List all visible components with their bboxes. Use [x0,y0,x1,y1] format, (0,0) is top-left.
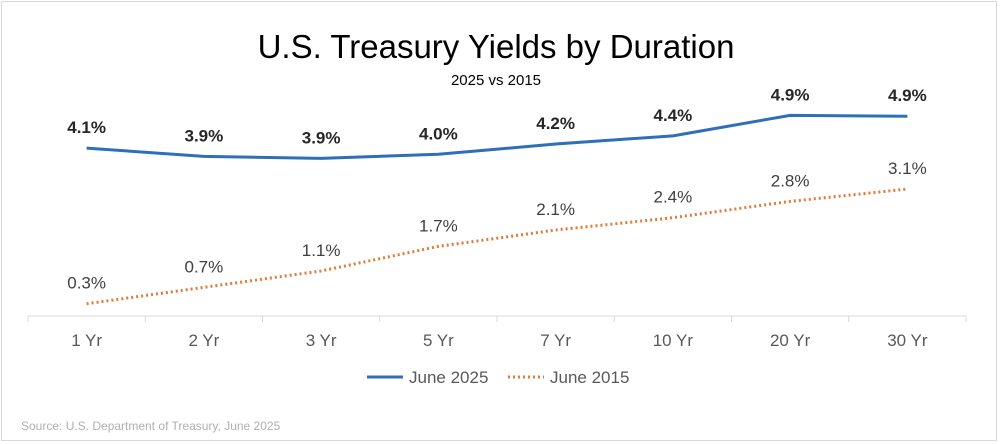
data-label-june-2015-1-yr: 0.3% [67,274,106,293]
source-note: Source: U.S. Department of Treasury, Jun… [21,419,281,433]
chart-subtitle: 2025 vs 2015 [451,72,541,89]
x-tick-label-7-yr: 7 Yr [540,331,571,350]
chart-title: U.S. Treasury Yields by Duration [258,28,735,65]
data-label-june-2015-2-yr: 0.7% [185,257,224,276]
data-label-june-2015-30-yr: 3.1% [888,159,927,178]
x-tick-label-20-yr: 20 Yr [770,331,811,350]
data-label-june-2025-20-yr: 4.9% [771,85,810,104]
x-tick-label-2-yr: 2 Yr [188,331,219,350]
data-label-june-2015-7-yr: 2.1% [536,200,575,219]
series-line-june-2025 [86,113,908,160]
data-label-june-2015-3-yr: 1.1% [302,241,341,260]
x-axis-labels: 1 Yr 2 Yr 3 Yr 5 Yr 7 Yr 10 Yr 20 Yr 30 Yr [71,331,928,350]
data-label-june-2015-10-yr: 2.4% [654,188,693,207]
legend-label-june-2015: June 2015 [550,368,629,387]
x-tick-label-10-yr: 10 Yr [653,331,694,350]
data-label-june-2025-7-yr: 4.2% [536,114,575,133]
data-label-june-2015-5-yr: 1.7% [419,216,458,235]
data-label-june-2025-10-yr: 4.4% [654,106,693,125]
x-tick-label-1-yr: 1 Yr [71,331,102,350]
series-line-june-2015 [86,187,908,306]
x-tick-label-5-yr: 5 Yr [423,331,454,350]
legend: June 2025 June 2015 [367,368,629,387]
data-label-june-2015-20-yr: 2.8% [771,171,810,190]
data-label-june-2025-2-yr: 3.9% [185,126,224,145]
data-label-june-2025-1-yr: 4.1% [67,118,106,137]
data-label-june-2025-5-yr: 4.0% [419,124,458,143]
legend-label-june-2025: June 2025 [409,368,488,387]
data-label-june-2025-3-yr: 3.9% [302,128,341,147]
series-layer [86,113,908,306]
x-tick-label-3-yr: 3 Yr [306,331,337,350]
x-tick-label-30-yr: 30 Yr [887,331,928,350]
data-labels: 4.1% 3.9% 3.9% 4.0% 4.2% 4.4% 4.9% 4.9% 0.3% 0.7%… [67,85,927,292]
data-label-june-2025-30-yr: 4.9% [888,86,927,105]
x-axis-ticks [27,316,967,322]
